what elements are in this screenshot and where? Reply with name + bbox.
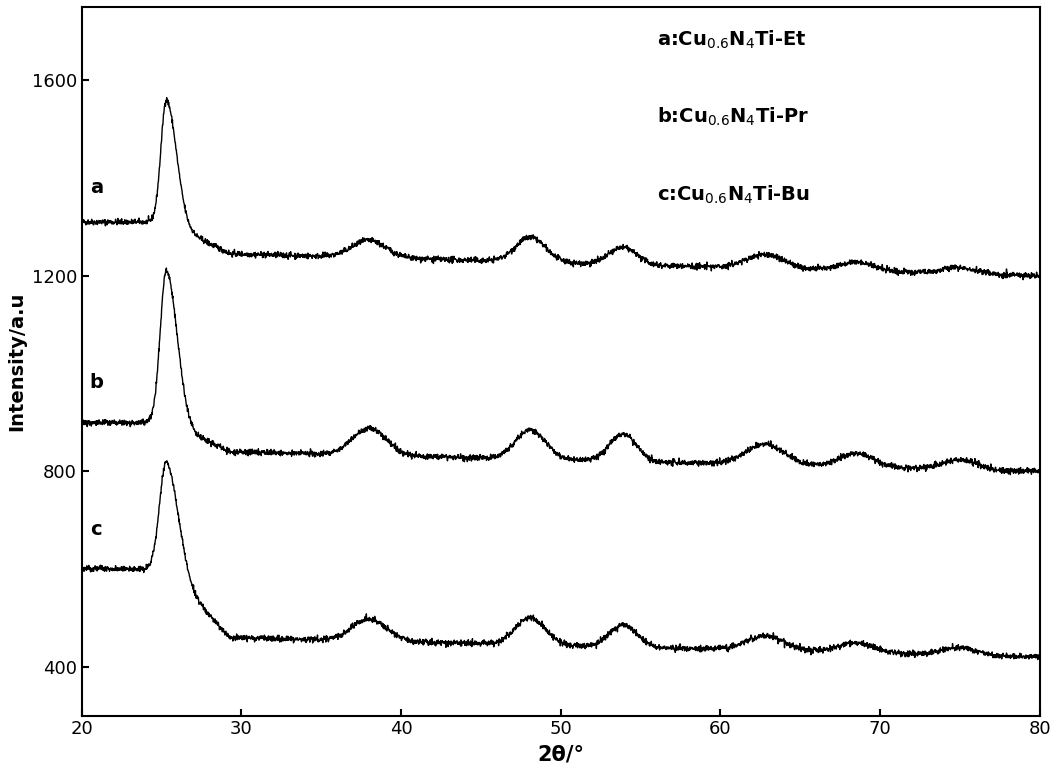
Text: a:Cu$_{0.6}$N$_4$Ti-Et: a:Cu$_{0.6}$N$_4$Ti-Et xyxy=(657,29,806,51)
Text: c:Cu$_{0.6}$N$_4$Ti-Bu: c:Cu$_{0.6}$N$_4$Ti-Bu xyxy=(657,184,809,207)
X-axis label: 2θ/°: 2θ/° xyxy=(537,744,584,764)
Text: b:Cu$_{0.6}$N$_4$Ti-Pr: b:Cu$_{0.6}$N$_4$Ti-Pr xyxy=(657,106,808,129)
Text: a: a xyxy=(90,177,103,197)
Text: c: c xyxy=(90,520,102,539)
Text: b: b xyxy=(90,373,104,392)
Y-axis label: Intensity/a.u: Intensity/a.u xyxy=(7,291,26,431)
